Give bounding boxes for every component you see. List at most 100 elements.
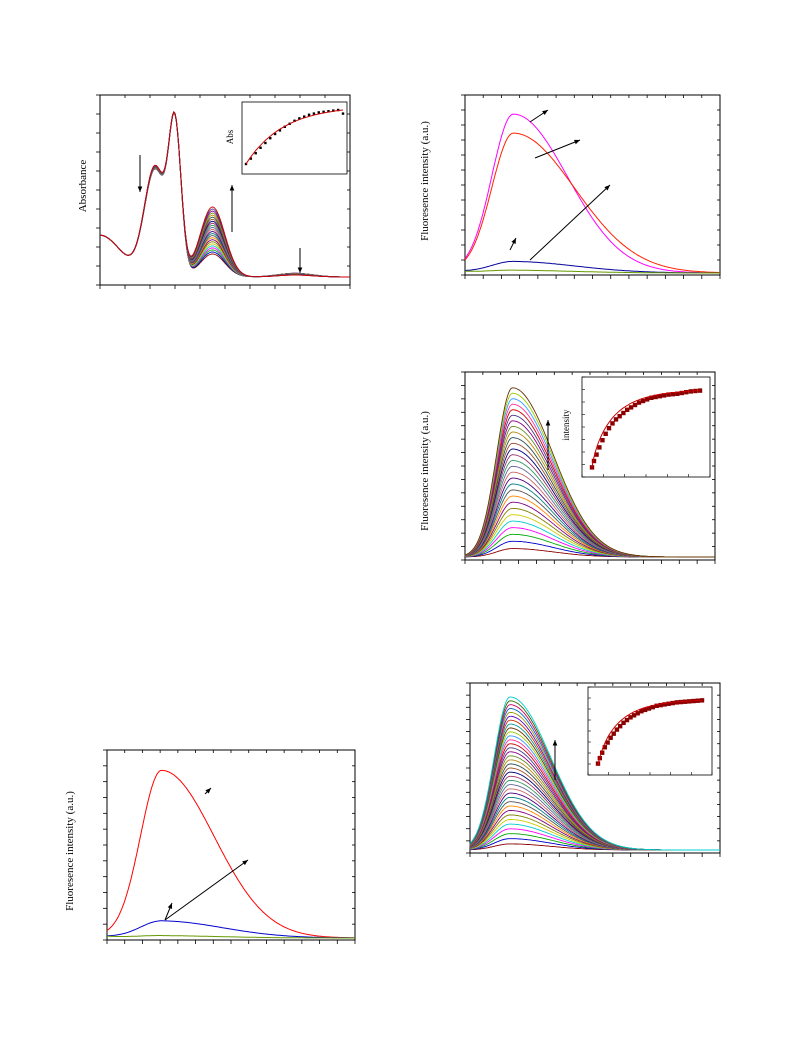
absorbance-inset-point (322, 110, 325, 113)
fluor-bottom-right-inset-point (600, 750, 605, 755)
fluor-mid-right-plot-frame-ticks (461, 371, 716, 564)
fluor-mid-right-increase-arrow (545, 420, 551, 470)
fluor-bottom-right-inset-point (621, 720, 626, 725)
absorbance-inset (241, 101, 348, 175)
fluor-mid-right-curve (464, 387, 715, 558)
fluor-mid-right-inset-point (657, 394, 663, 399)
absorbance-curve (99, 111, 350, 278)
fluor-top-right-chart (461, 94, 721, 279)
fluor-bottom-right-inset-point (635, 711, 640, 716)
fluor-bottom-right-inset-point (642, 707, 648, 713)
fluor-mid-right-inset-point (653, 394, 658, 400)
fluor-bottom-right-inset-point (670, 700, 675, 706)
fluor-bottom-left-plot-frame (106, 749, 356, 941)
fluor-top-right-arrow-2 (529, 184, 611, 261)
fluor-bottom-left-series-1 (107, 920, 355, 939)
fluor-bottom-left-chart (103, 749, 356, 944)
fluor-bottom-right-inset-point (699, 698, 705, 703)
absorbance-inset-point (336, 108, 340, 112)
fluor-mid-right-inset-point (589, 465, 595, 470)
fluor-bottom-right-inset-point (608, 735, 613, 740)
fluor-mid-right-inset-point (684, 390, 689, 395)
absorbance-inset-point (254, 152, 257, 155)
fluor-top-right-arrow-3 (509, 237, 517, 251)
fluor-bottom-right-inset-point (650, 704, 655, 710)
fluor-mid-right-inset-point (628, 405, 634, 410)
absorbance-inset-point (293, 119, 296, 122)
fluor-bottom-right-inset-point (654, 703, 659, 708)
fluor-bottom-right-chart (466, 682, 721, 857)
fluor-mid-right-inset-point (640, 398, 646, 404)
fluor-mid-right-chart (461, 371, 716, 564)
fluor-bottom-right-inset-point (666, 701, 671, 706)
fluor-bottom-right-inset-point (658, 702, 663, 708)
fluor-bottom-right-inset-point (624, 717, 630, 723)
fluor-bottom-right-inset-point (605, 740, 610, 745)
fluor-bottom-right-inset-point (602, 745, 608, 750)
fluor-top-right-plot-frame (464, 94, 721, 276)
fluor-bottom-right-curve (469, 696, 720, 851)
absorbance-chart (96, 94, 351, 289)
fluor-mid-right-inset-point (621, 410, 626, 416)
fluor-mid-right-inset-point (666, 392, 671, 397)
fluor-bottom-left-series-0 (106, 769, 355, 939)
fluor-mid-right-inset-point (632, 402, 638, 408)
fluor-mid-right-panel: Fluoresence intensity (a.u.) intensity (410, 360, 730, 580)
absorbance-inset-fit (245, 109, 344, 165)
absorbance-inset-point (341, 112, 345, 115)
fluor-mid-right-inset-point (697, 388, 703, 393)
fluor-bottom-right-panel (460, 675, 730, 875)
fluor-mid-right-inset-point (600, 438, 605, 443)
absorbance-inset-point (244, 162, 248, 166)
fluor-bottom-right-inset-point (611, 731, 616, 736)
absorbance-inset-point (312, 112, 316, 115)
fluor-bottom-right-inset-point (614, 727, 620, 732)
absorbance-inset-point (332, 109, 335, 112)
absorbance-inset-point (259, 146, 262, 149)
absorbance-panel: Absorbance Abs (60, 80, 360, 300)
fluor-mid-right-inset-point (610, 421, 615, 426)
fluor-mid-right-inset-point (649, 395, 654, 400)
absorbance-decrease-arrow-2 (297, 248, 303, 273)
fluor-mid-right-inset (581, 376, 711, 478)
absorbance-inset-point (269, 137, 272, 140)
absorbance-plot-frame-ticks (96, 94, 351, 289)
absorbance-inset-point (303, 115, 306, 118)
fluor-mid-right-inset-point (670, 392, 676, 397)
fluor-mid-right-inset-point (613, 417, 619, 422)
fluor-mid-right-inset-fit (591, 390, 701, 468)
fluor-mid-right-inset-point (594, 452, 599, 457)
fluor-mid-right-inset-point (675, 391, 680, 396)
fluor-mid-right-inset-point (624, 407, 630, 412)
fluor-bottom-right-plot-frame-ticks (466, 682, 721, 857)
fluor-top-right-plot-frame-ticks (461, 94, 721, 279)
fluor-mid-right-inset-point (597, 445, 602, 450)
absorbance-decrease-arrow-1 (137, 155, 143, 192)
absorbance-inset-point (298, 117, 301, 120)
fluor-mid-right-inset-point (603, 431, 608, 436)
fluor-mid-right-inset-point (661, 393, 667, 398)
fluor-bottom-right-inset-point (662, 702, 667, 707)
fluor-bottom-left-arrow-1 (164, 859, 249, 921)
fluor-mid-right-inset-point (644, 397, 650, 402)
fluor-top-right-panel: Fluoresence intensity (a.u.) (419, 80, 730, 290)
fluor-mid-right-inset-point (617, 414, 622, 419)
fluor-mid-right-inset-ylabel: intensity (561, 409, 571, 441)
fluor-bottom-left-series-2 (107, 935, 355, 939)
absorbance-inset-point (327, 110, 330, 113)
fluor-bottom-right-increase-arrow (552, 740, 558, 780)
fluor-top-right-arrow-0 (529, 109, 549, 123)
fluor-mid-right-inset-point (591, 458, 597, 464)
absorbance-inset-point (249, 157, 253, 160)
fluor-mid-right-inset-point (636, 400, 642, 405)
fluor-top-right-series-3 (465, 269, 720, 274)
absorbance-inset-point (317, 111, 320, 114)
absorbance-inset-ylabel: Abs (225, 129, 235, 145)
fluor-bottom-right-inset-point (617, 724, 623, 729)
absorbance-inset-point (264, 141, 267, 145)
fluor-bottom-right-inset (587, 686, 713, 776)
fluor-mid-right-inset-point (606, 426, 612, 431)
fluor-top-right-series-2 (464, 260, 720, 274)
fluor-top-right-arrow-1 (534, 139, 581, 159)
